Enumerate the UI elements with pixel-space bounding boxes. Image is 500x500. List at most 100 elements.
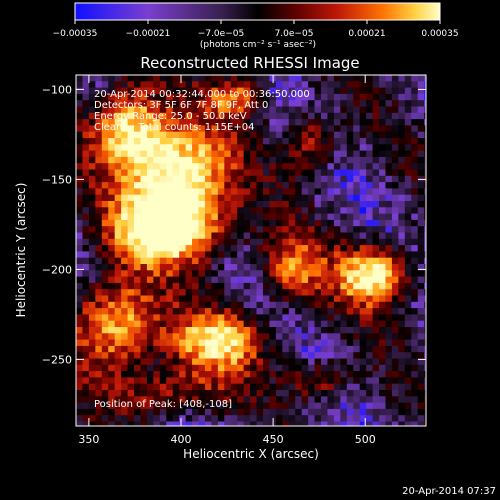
heatmap-cell [172, 207, 180, 215]
heatmap-cell [391, 150, 399, 158]
heatmap-cell [127, 201, 135, 208]
heatmap-cell [146, 295, 154, 303]
heatmap-cell [101, 163, 109, 171]
heatmap-cell [224, 289, 232, 297]
heatmap-cell [314, 314, 322, 322]
heatmap-cell [204, 264, 212, 271]
heatmap-cell [82, 314, 90, 322]
heatmap-cell [179, 264, 187, 271]
heatmap-cell [224, 327, 232, 334]
heatmap-cell [230, 421, 238, 426]
heatmap-cell [121, 238, 129, 246]
heatmap-cell [346, 182, 354, 189]
footer-timestamp: 20-Apr-2014 07:37 [402, 486, 496, 497]
heatmap-cell [230, 364, 238, 372]
heatmap-cell [198, 295, 206, 303]
heatmap-cell [327, 93, 335, 101]
heatmap-cell [146, 219, 154, 227]
heatmap-cell [333, 201, 341, 208]
heatmap-cell [185, 339, 193, 347]
heatmap-cell [250, 207, 258, 215]
heatmap-cell [179, 295, 187, 303]
heatmap-cell [385, 352, 393, 360]
heatmap-cell [153, 377, 161, 385]
heatmap-cell [192, 257, 200, 265]
heatmap-cell [301, 251, 309, 259]
heatmap-cell [224, 301, 232, 309]
heatmap-cell [101, 339, 109, 347]
heatmap-cell [308, 251, 316, 259]
heatmap-cell [372, 219, 380, 227]
heatmap-cell [262, 112, 271, 120]
heatmap-cell [353, 169, 361, 177]
heatmap-cell [192, 339, 200, 347]
heatmap-cell [76, 314, 84, 322]
heatmap-cell [385, 87, 393, 95]
heatmap-cell [230, 377, 238, 385]
heatmap-cell [243, 213, 251, 221]
heatmap-cell [353, 421, 361, 426]
heatmap-cell [127, 226, 135, 234]
heatmap-cell [211, 213, 219, 221]
heatmap-cell [359, 125, 367, 133]
heatmap-cell [250, 371, 258, 378]
heatmap-cell [159, 93, 167, 101]
heatmap-cell [327, 175, 335, 183]
heatmap-cell [88, 106, 96, 114]
heatmap-cell [404, 75, 412, 82]
heatmap-cell [101, 345, 109, 353]
heatmap-cell [340, 396, 348, 404]
heatmap-cell [250, 352, 258, 360]
heatmap-cell [282, 182, 290, 189]
heatmap-cell [198, 257, 206, 265]
heatmap-cell [256, 87, 264, 95]
heatmap-cell [346, 301, 354, 309]
heatmap-cell [127, 194, 135, 202]
heatmap-cell [108, 383, 116, 391]
heatmap-cell [237, 358, 245, 366]
heatmap-cell [256, 119, 264, 126]
heatmap-cell [172, 339, 180, 347]
heatmap-cell [82, 112, 90, 120]
heatmap-cell [146, 339, 154, 347]
heatmap-cell [275, 232, 283, 240]
heatmap-cell [340, 345, 348, 353]
heatmap-cell [385, 144, 393, 152]
heatmap-cell [424, 106, 426, 114]
heatmap-cell [340, 339, 348, 347]
heatmap-cell [275, 106, 283, 114]
heatmap-cell [398, 282, 406, 290]
heatmap-cell [159, 169, 167, 177]
heatmap-cell [404, 106, 412, 114]
heatmap-cell [250, 390, 258, 397]
heatmap-cell [198, 163, 206, 171]
heatmap-cell [114, 415, 122, 423]
heatmap-cell [237, 163, 245, 171]
heatmap-cell [179, 314, 187, 322]
heatmap-cell [179, 371, 187, 378]
heatmap-cell [333, 106, 341, 114]
heatmap-cell [166, 282, 174, 290]
heatmap-cell [114, 138, 122, 145]
heatmap-cell [366, 138, 374, 145]
heatmap-cell [146, 238, 154, 246]
heatmap-cell [121, 339, 129, 347]
heatmap-cell [411, 100, 419, 108]
heatmap-cell [385, 301, 393, 309]
heatmap-cell [295, 251, 303, 259]
heatmap-cell [269, 257, 277, 265]
heatmap-cell [88, 390, 96, 397]
heatmap-cell [340, 188, 348, 196]
heatmap-cell [224, 112, 232, 120]
heatmap-cell [417, 345, 425, 353]
heatmap-cell [159, 364, 167, 372]
heatmap-cell [269, 213, 277, 221]
heatmap-cell [153, 106, 161, 114]
heatmap-cell [379, 408, 387, 416]
heatmap-cell [82, 245, 90, 252]
heatmap-cell [95, 371, 103, 378]
heatmap-cell [275, 226, 283, 234]
heatmap-cell [88, 358, 96, 366]
heatmap-cell [359, 251, 367, 259]
heatmap-cell [217, 138, 225, 145]
